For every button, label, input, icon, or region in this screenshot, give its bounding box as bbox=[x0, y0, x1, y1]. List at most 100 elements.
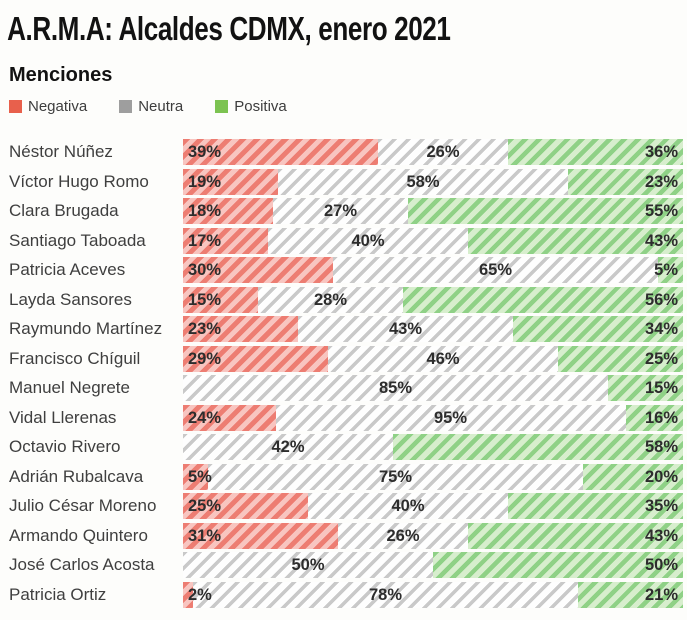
table-row: Francisco Chíguil 29% 46% 25% bbox=[9, 345, 683, 372]
label-negativa: 25% bbox=[188, 497, 222, 515]
label-neutra: 85% bbox=[378, 379, 413, 397]
legend-item-negativa: Negativa bbox=[9, 98, 87, 115]
stacked-bar: 24% 95% 16% bbox=[183, 404, 683, 431]
label-neutra: 95% bbox=[433, 408, 468, 427]
label-positiva: 23% bbox=[644, 172, 678, 191]
label-negativa: 23% bbox=[188, 320, 222, 338]
label-neutra: 27% bbox=[323, 202, 358, 220]
label-neutra: 42% bbox=[271, 438, 305, 456]
bar-segment-neutra bbox=[338, 522, 468, 549]
table-row: Layda Sansores 15% 28% 56% bbox=[9, 286, 683, 313]
label-negativa: 2% bbox=[188, 585, 212, 604]
stacked-bar: 85% 15% bbox=[183, 375, 683, 401]
alcalde-name: Patricia Ortiz bbox=[9, 584, 107, 604]
label-negativa: 19% bbox=[188, 172, 222, 191]
bar-segment-negativa bbox=[183, 316, 298, 342]
table-row: Manuel Negrete 85% 15% bbox=[9, 375, 683, 401]
alcalde-name: Vidal Llerenas bbox=[9, 407, 117, 427]
label-positiva: 36% bbox=[644, 143, 678, 161]
bar-segment-positiva bbox=[608, 375, 683, 401]
alcalde-name: Armando Quintero bbox=[9, 525, 148, 545]
label-negativa: 5% bbox=[188, 467, 212, 486]
label-negativa: 18% bbox=[188, 202, 222, 220]
label-negativa: 24% bbox=[188, 408, 222, 427]
alcalde-name: Patricia Aceves bbox=[9, 260, 126, 279]
label-positiva: 25% bbox=[644, 349, 678, 368]
bar-segment-positiva bbox=[393, 434, 683, 460]
stacked-bar: 18% 27% 55% bbox=[183, 198, 683, 224]
bar-segment-neutra bbox=[183, 375, 608, 401]
label-neutra: 40% bbox=[391, 497, 425, 515]
bar-segment-positiva bbox=[508, 493, 683, 519]
bar-segment-negativa bbox=[183, 493, 308, 519]
bar-segment-neutra bbox=[193, 581, 578, 608]
bar-segment-neutra bbox=[183, 434, 393, 460]
bar-segment-positiva bbox=[513, 316, 683, 342]
legend-swatch-neutra-icon bbox=[119, 100, 133, 113]
bar-segment-neutra bbox=[308, 493, 508, 519]
alcalde-name: Francisco Chíguil bbox=[9, 348, 141, 368]
bar-segment-positiva bbox=[558, 345, 683, 372]
bar-segment-negativa bbox=[183, 168, 278, 195]
legend: Negativa Neutra Positiva bbox=[0, 87, 687, 115]
stacked-bar: 39% 26% 36% bbox=[183, 139, 683, 165]
bar-segment-neutra bbox=[183, 552, 433, 578]
bar-segment-negativa bbox=[183, 463, 208, 490]
stacked-bar: 50% 50% bbox=[183, 552, 683, 578]
table-row: Clara Brugada 18% 27% 55% bbox=[9, 198, 683, 224]
table-row: Víctor Hugo Romo 19% 58% 23% bbox=[9, 168, 683, 195]
label-positiva: 43% bbox=[644, 526, 678, 545]
label-positiva: 43% bbox=[644, 231, 678, 250]
legend-item-neutra: Neutra bbox=[119, 98, 183, 115]
table-row: Vidal Llerenas 24% 95% 16% bbox=[9, 404, 683, 431]
table-row: Néstor Núñez 39% 26% 36% bbox=[9, 139, 683, 165]
legend-swatch-positiva-icon bbox=[215, 100, 229, 113]
bar-segment-neutra bbox=[268, 227, 468, 254]
label-positiva: 58% bbox=[644, 438, 678, 456]
label-positiva: 35% bbox=[644, 497, 678, 515]
bar-segment-negativa bbox=[183, 198, 273, 224]
label-negativa: 30% bbox=[188, 261, 222, 279]
bar-segment-neutra bbox=[378, 139, 508, 165]
table-row: Patricia Aceves 30% 65% 5% bbox=[9, 257, 683, 283]
alcalde-name: Clara Brugada bbox=[9, 201, 119, 220]
bar-segment-positiva bbox=[508, 139, 683, 165]
bar-segment-negativa bbox=[183, 345, 328, 372]
stacked-bar: 15% 28% 56% bbox=[183, 286, 683, 313]
legend-label: Positiva bbox=[234, 98, 287, 115]
table-row: Octavio Rivero 42% 58% bbox=[9, 434, 683, 460]
bar-segment-neutra bbox=[328, 345, 558, 372]
chart-subtitle: Menciones bbox=[9, 64, 113, 86]
label-positiva: 20% bbox=[644, 467, 678, 486]
legend-item-positiva: Positiva bbox=[215, 98, 287, 115]
alcalde-name: José Carlos Acosta bbox=[9, 555, 155, 574]
bar-segment-neutra bbox=[275, 404, 626, 431]
bar-segment-positiva bbox=[583, 463, 683, 490]
label-negativa: 29% bbox=[188, 349, 222, 368]
label-neutra: 43% bbox=[388, 320, 423, 338]
label-neutra: 26% bbox=[426, 143, 460, 161]
label-positiva: 50% bbox=[644, 556, 678, 574]
label-neutra: 58% bbox=[406, 172, 440, 191]
stacked-bar: 17% 40% 43% bbox=[183, 227, 683, 254]
legend-label: Neutra bbox=[138, 98, 184, 115]
stacked-bar-chart: Néstor Núñez 39% 26% 36% Víctor Hugo Romo 19%… bbox=[0, 115, 687, 608]
bar-segment-positiva bbox=[578, 581, 683, 608]
bar-segment-negativa bbox=[183, 404, 276, 431]
alcalde-name: Adrián Rubalcava bbox=[9, 466, 144, 486]
bar-segment-negativa bbox=[183, 581, 193, 608]
label-negativa: 31% bbox=[188, 526, 222, 545]
stacked-bar: 5% 75% 20% bbox=[183, 463, 683, 490]
alcalde-name: Layda Sansores bbox=[9, 289, 132, 309]
bar-segment-neutra bbox=[298, 316, 513, 342]
alcalde-name: Santiago Taboada bbox=[9, 230, 146, 250]
bar-segment-positiva bbox=[403, 286, 683, 313]
table-row: Julio César Moreno 25% 40% 35% bbox=[9, 493, 683, 519]
table-row: Adrián Rubalcava 5% 75% 20% bbox=[9, 463, 683, 490]
bar-segment-positiva bbox=[625, 404, 683, 431]
table-row: Armando Quintero 31% 26% 43% bbox=[9, 522, 683, 549]
alcalde-name: Octavio Rivero bbox=[9, 437, 121, 456]
label-neutra: 78% bbox=[368, 585, 403, 604]
bar-segment-negativa bbox=[183, 139, 378, 165]
